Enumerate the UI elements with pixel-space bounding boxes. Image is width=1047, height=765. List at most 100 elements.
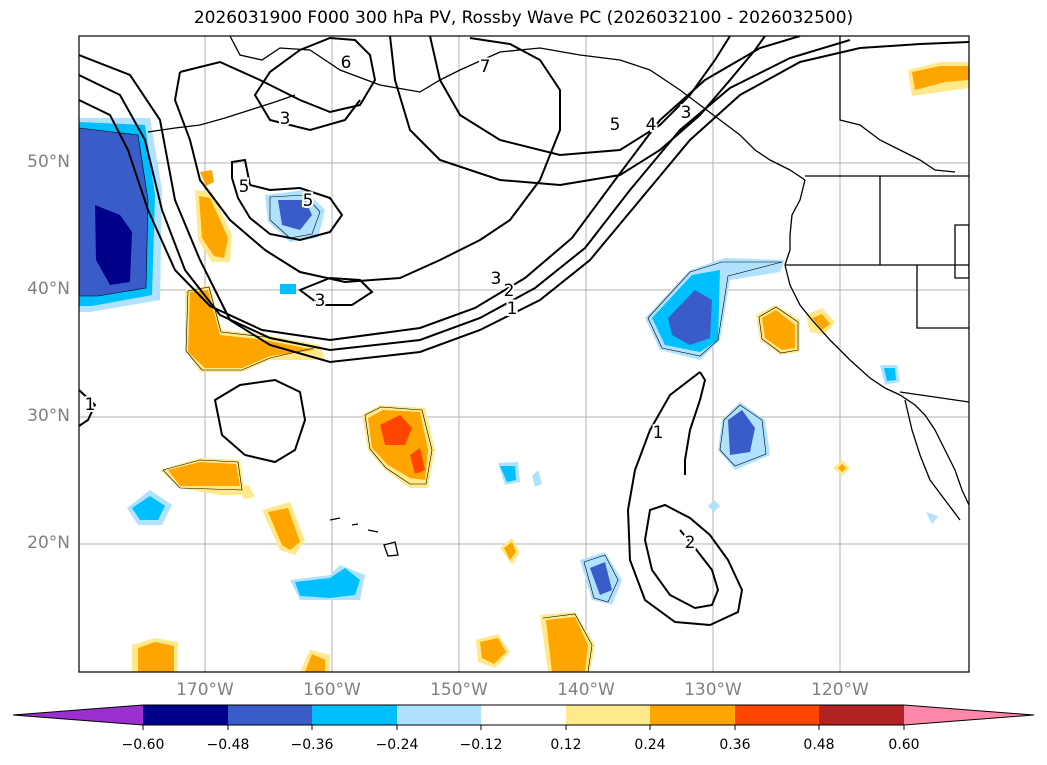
pv-anomaly-22n bbox=[132, 496, 165, 520]
contour-label: 5 bbox=[239, 177, 250, 197]
state-border bbox=[916, 265, 969, 329]
contour-label: 6 bbox=[341, 53, 352, 73]
contour-label: 3 bbox=[491, 269, 502, 289]
alaska-canada-border bbox=[839, 36, 956, 173]
pv-contour-5-ridge bbox=[231, 158, 344, 242]
contour-label: 3 bbox=[681, 103, 692, 123]
contour-label: 3 bbox=[315, 291, 326, 311]
pv-contour-1 bbox=[79, 41, 969, 364]
colorbar-bin bbox=[819, 705, 904, 725]
hawaii-islands bbox=[329, 517, 399, 557]
alaska-coastline bbox=[229, 36, 806, 181]
colorbar-extend-min bbox=[13, 705, 143, 725]
lat-label-40n: 40°N bbox=[27, 279, 70, 299]
colorbar-bin bbox=[143, 705, 228, 725]
pv-anomaly-40n bbox=[280, 284, 296, 294]
colorbar-tick-label: −0.24 bbox=[375, 737, 419, 753]
bc-coastline bbox=[784, 179, 806, 266]
colorbar-bin bbox=[735, 705, 819, 725]
colorbar-bin bbox=[566, 705, 650, 725]
pv-contour-3 bbox=[79, 36, 801, 342]
lon-label-130w: 130°W bbox=[684, 680, 742, 700]
colorbar-tick-label: 0.36 bbox=[719, 737, 751, 753]
pv-anomaly-23n bbox=[708, 500, 720, 512]
pv-anomaly-45n bbox=[199, 196, 228, 258]
map-title: 2026031900 F000 300 hPa PV, Rossby Wave … bbox=[193, 8, 854, 28]
negative-anomaly-fills bbox=[79, 118, 938, 605]
lat-label-30n: 30°N bbox=[27, 406, 70, 426]
lat-label-50n: 50°N bbox=[27, 152, 70, 172]
colorbar bbox=[12, 704, 1035, 730]
colorbar-tick-label: −0.12 bbox=[459, 737, 503, 753]
pv-anomaly-49n bbox=[200, 170, 214, 186]
pv-anomaly-25n bbox=[500, 466, 516, 482]
pv-anomaly-19n bbox=[504, 542, 516, 560]
pv-contour-lowlat-loop bbox=[213, 378, 307, 464]
pv-anomaly-38n-b bbox=[762, 310, 795, 350]
lon-label-160w: 160°W bbox=[303, 680, 361, 700]
pv-anomaly-25n bbox=[532, 470, 542, 487]
pv-anomaly-56n bbox=[912, 66, 969, 90]
pv-anomaly-16n bbox=[295, 568, 360, 598]
colorbar-tick-label: −0.60 bbox=[121, 737, 165, 753]
contour-label: 1 bbox=[85, 395, 96, 415]
pv-anomaly-west bbox=[95, 205, 132, 285]
pv-contour-1-outer bbox=[684, 371, 707, 475]
colorbar-tick-label: 0.60 bbox=[888, 737, 920, 753]
state-border bbox=[954, 224, 969, 279]
colorbar-bin bbox=[397, 705, 481, 725]
pv-anomaly-21n bbox=[268, 508, 300, 550]
contour-label: 1 bbox=[507, 299, 518, 319]
colorbar-bin bbox=[481, 705, 566, 725]
pv-contour-upper-2 bbox=[389, 36, 766, 187]
map-area: 7 6 5 4 3 3 5 3 5 3 2 1 1 1 2 bbox=[79, 36, 969, 672]
contour-label: 5 bbox=[610, 115, 621, 135]
anomaly-outlines bbox=[79, 127, 799, 672]
gridlines bbox=[79, 36, 969, 672]
colorbar-extend-max bbox=[904, 705, 1034, 725]
pv-anomaly-48n bbox=[278, 200, 312, 230]
pv-anomaly-38n bbox=[668, 290, 712, 345]
contour-label: 3 bbox=[280, 109, 291, 129]
lon-label-120w: 120°W bbox=[811, 680, 869, 700]
pv-anomaly-17n bbox=[590, 562, 612, 595]
pv-anomaly-10n bbox=[305, 654, 325, 672]
lon-label-150w: 150°W bbox=[430, 680, 488, 700]
pv-anomaly-23n bbox=[926, 512, 938, 524]
coastlines bbox=[147, 36, 969, 557]
colorbar-tick-label: 0.12 bbox=[550, 737, 582, 753]
us-mexico-border bbox=[899, 391, 969, 403]
pv-contour-3-loop bbox=[179, 36, 377, 132]
colorbar-tick-label: 0.48 bbox=[803, 737, 835, 753]
pv-contour-1-trough bbox=[626, 371, 744, 627]
pv-contours bbox=[79, 36, 969, 627]
map-frame bbox=[78, 35, 970, 673]
contour-label: 1 bbox=[653, 423, 664, 443]
aleutian-chain bbox=[147, 94, 296, 133]
pv-anomaly-33n bbox=[884, 368, 896, 381]
colorbar-bin bbox=[228, 705, 312, 725]
colorbar-tick-label: −0.36 bbox=[290, 737, 334, 753]
colorbar-bin bbox=[312, 705, 397, 725]
colorbar-tick-label: 0.24 bbox=[634, 737, 666, 753]
pv-anomaly-12n-b bbox=[480, 638, 506, 664]
lon-label-140w: 140°W bbox=[557, 680, 615, 700]
pv-anomaly-29n bbox=[380, 415, 412, 445]
pv-anomaly-26n bbox=[168, 462, 240, 486]
us-west-coastline bbox=[784, 264, 969, 506]
pv-contour-left-edge bbox=[79, 389, 97, 427]
contour-labels: 7 6 5 4 3 3 5 3 5 3 2 1 1 1 2 bbox=[83, 51, 698, 555]
pv-anomaly-12n bbox=[546, 617, 588, 672]
lat-label-20n: 20°N bbox=[27, 533, 70, 553]
colorbar-tick-label: −0.48 bbox=[206, 737, 250, 753]
baja-coastline bbox=[904, 399, 961, 521]
pv-anomaly-28n bbox=[728, 410, 755, 455]
pv-anomaly-29n bbox=[410, 448, 425, 474]
contour-label: 4 bbox=[646, 115, 657, 135]
pv-contour-3-ridge bbox=[173, 37, 561, 284]
pv-anomaly-24n bbox=[838, 464, 846, 472]
pv-anomaly-37n-b bbox=[812, 314, 830, 330]
pv-anomaly-11n bbox=[138, 642, 174, 672]
pv-contour-upper bbox=[429, 36, 731, 157]
